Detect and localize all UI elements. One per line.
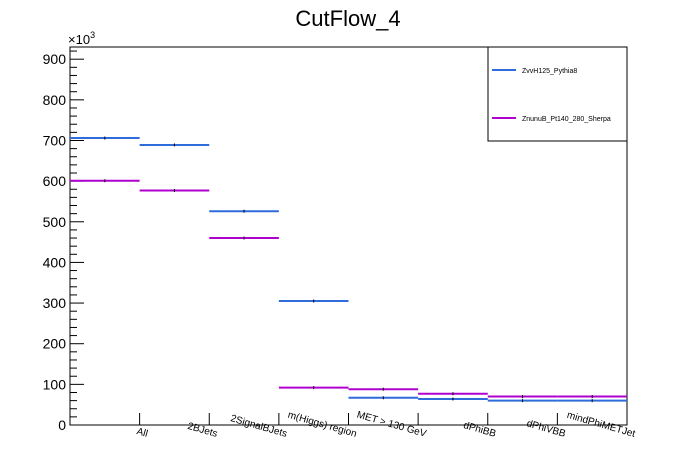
y-multiplier-label: ×103 (68, 30, 95, 47)
legend-label-1: ZnunuB_Pt140_280_Sherpa (522, 116, 611, 123)
x-category-label: All (135, 426, 149, 440)
chart-title: CutFlow_4 (295, 6, 400, 31)
legend-box (487, 46, 628, 142)
y-tick-label: 300 (43, 295, 67, 311)
series-0 (70, 136, 627, 403)
y-tick-label: 900 (43, 51, 67, 67)
y-tick-label: 600 (43, 173, 67, 189)
y-tick-label: 400 (43, 254, 67, 270)
series-layer (70, 136, 627, 403)
y-tick-label: 100 (43, 376, 67, 392)
y-axis: 0 100 200 300 400 500 600 700 800 900 (43, 50, 84, 433)
y-tick-label: 500 (43, 214, 67, 230)
y-tick-label: 200 (43, 336, 67, 352)
y-tick-label: 800 (43, 92, 67, 108)
y-tick-label: 0 (58, 417, 66, 433)
y-tick-label: 700 (43, 132, 67, 148)
legend-label-0: ZvvH125_Pythia8 (522, 68, 577, 75)
series-1 (70, 179, 627, 399)
legend: ZvvH125_Pythia8 ZnunuB_Pt140_280_Sherpa (487, 46, 628, 142)
